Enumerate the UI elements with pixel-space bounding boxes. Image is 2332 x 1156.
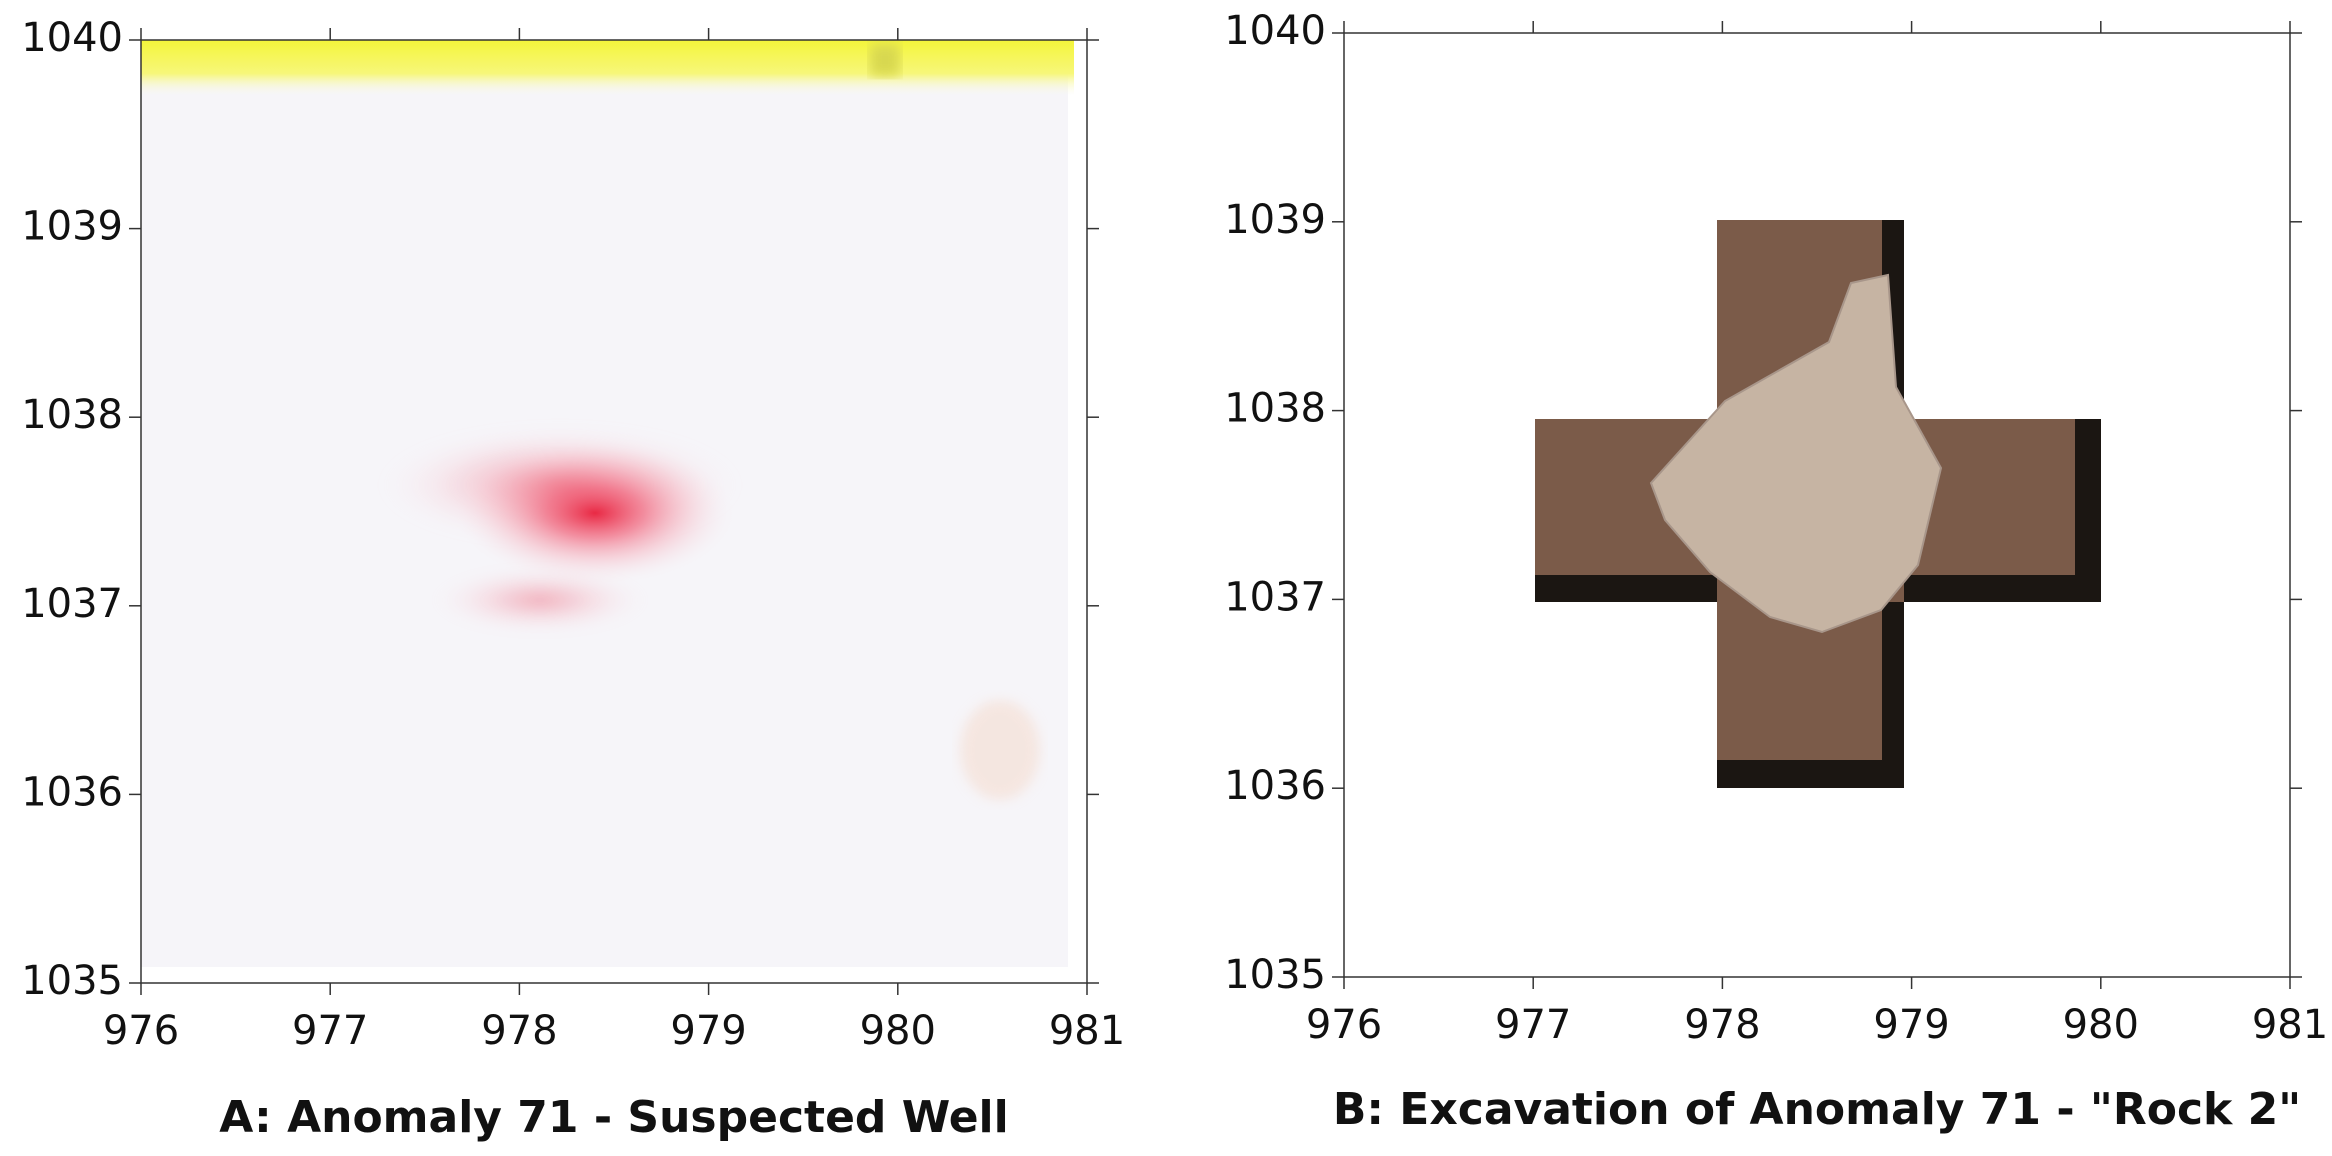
x-tick-label: 979 (1873, 1002, 1949, 1048)
chart-title: A: Anomaly 71 - Suspected Well (219, 1092, 1008, 1143)
y-tick-label: 1037 (21, 581, 123, 627)
y-tick-label: 1036 (1224, 763, 1326, 809)
y-tick-label: 1040 (1224, 8, 1326, 54)
heatmap-image (141, 40, 1074, 967)
figure: 976 977 978 979 980 981 1035 1036 1037 1038 1039 10… (0, 0, 2332, 1156)
x-tick-label: 981 (2252, 1002, 2328, 1048)
y-tick-label: 1039 (21, 204, 123, 250)
x-tick-label: 980 (2063, 1002, 2139, 1048)
y-tick-label: 1036 (21, 769, 123, 815)
x-tick-label: 976 (103, 1008, 179, 1054)
x-tick-label: 976 (1306, 1002, 1382, 1048)
y-tick-label: 1040 (21, 15, 123, 61)
excavation-photo (1535, 220, 2101, 788)
y-tick-label: 1037 (1224, 574, 1326, 620)
y-tick-label: 1035 (1224, 952, 1326, 998)
x-tick-label: 980 (860, 1008, 936, 1054)
x-tick-label: 981 (1049, 1008, 1125, 1054)
y-tick-label: 1039 (1224, 197, 1326, 243)
chart-title: B: Excavation of Anomaly 71 - "Rock 2" (1333, 1084, 2301, 1135)
x-tick-label: 977 (1495, 1002, 1571, 1048)
y-tick-label: 1038 (1224, 386, 1326, 432)
y-tick-label: 1038 (21, 392, 123, 438)
x-tick-label: 979 (670, 1008, 746, 1054)
x-tick-label: 978 (481, 1008, 557, 1054)
x-tick-label: 978 (1684, 1002, 1760, 1048)
x-tick-label: 977 (292, 1008, 368, 1054)
y-tick-label: 1035 (21, 958, 123, 1004)
